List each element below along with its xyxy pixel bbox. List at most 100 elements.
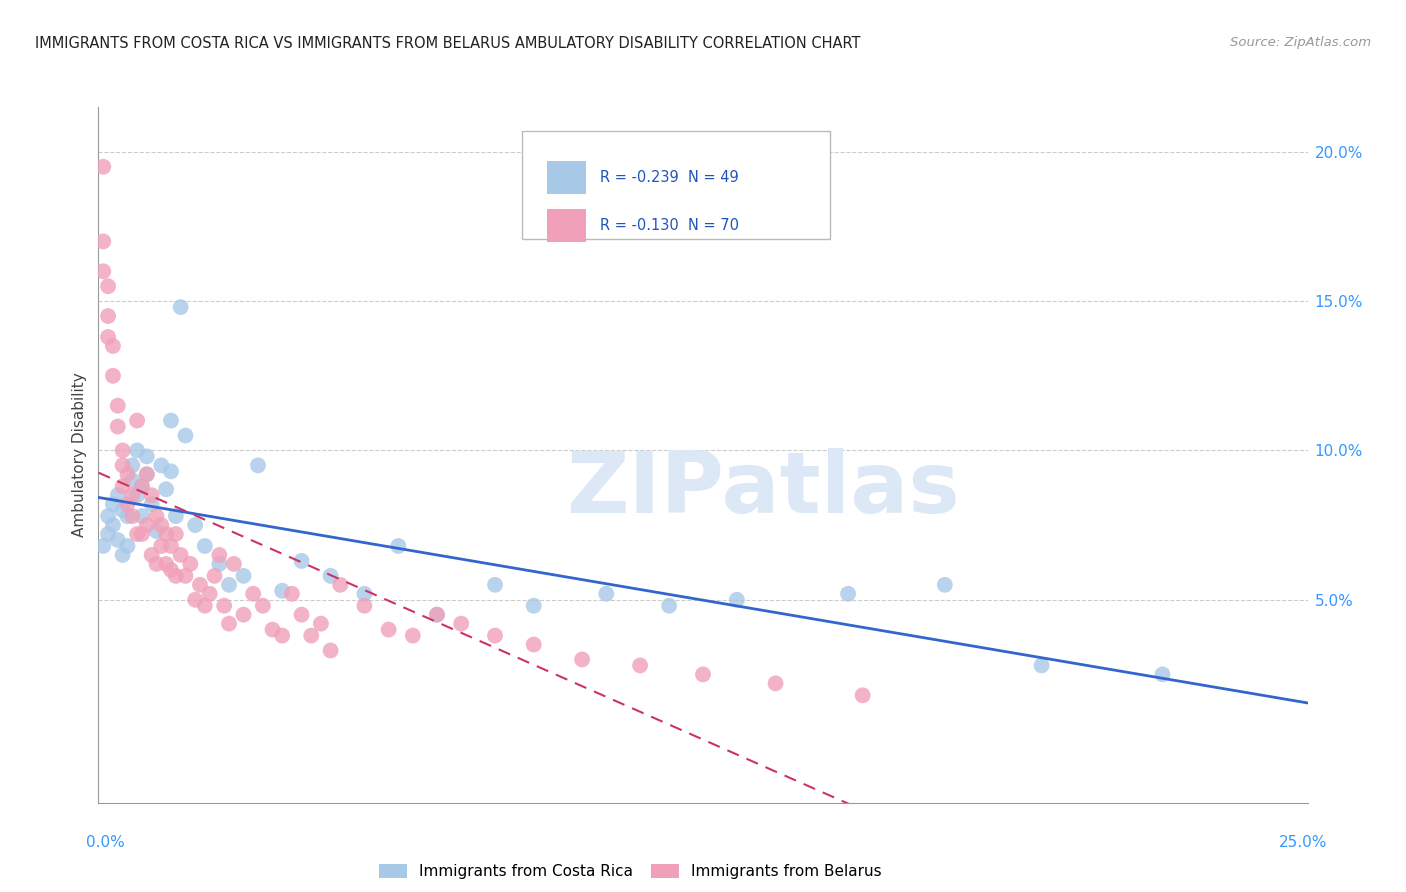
Point	[290, 554, 312, 568]
FancyBboxPatch shape	[547, 209, 586, 243]
Point	[242, 587, 264, 601]
Point	[252, 599, 274, 613]
Point	[135, 450, 157, 464]
Point	[765, 676, 787, 690]
Point	[523, 638, 546, 652]
Point	[218, 578, 240, 592]
Point	[141, 488, 163, 502]
Point	[160, 539, 183, 553]
Point	[145, 524, 167, 538]
Point	[145, 557, 167, 571]
Point	[353, 599, 375, 613]
Point	[319, 643, 342, 657]
Point	[91, 539, 114, 553]
Point	[101, 518, 124, 533]
Point	[107, 533, 129, 547]
Point	[402, 629, 425, 643]
Point	[484, 578, 506, 592]
Text: Source: ZipAtlas.com: Source: ZipAtlas.com	[1230, 36, 1371, 49]
Point	[117, 539, 139, 553]
Point	[179, 557, 201, 571]
Point	[111, 443, 134, 458]
Point	[91, 160, 114, 174]
Point	[169, 548, 191, 562]
Legend: Immigrants from Costa Rica, Immigrants from Belarus: Immigrants from Costa Rica, Immigrants f…	[373, 858, 887, 886]
Text: ZIPatlas: ZIPatlas	[567, 448, 960, 532]
Point	[160, 464, 183, 478]
Point	[329, 578, 352, 592]
Point	[97, 309, 120, 323]
Point	[387, 539, 409, 553]
FancyBboxPatch shape	[547, 161, 586, 194]
Point	[107, 488, 129, 502]
Point	[658, 599, 681, 613]
Point	[141, 548, 163, 562]
Point	[111, 458, 134, 473]
Point	[692, 667, 714, 681]
Point	[97, 527, 120, 541]
Point	[97, 509, 120, 524]
Point	[188, 578, 211, 592]
Point	[208, 557, 231, 571]
Point	[135, 467, 157, 482]
Point	[111, 548, 134, 562]
Point	[135, 518, 157, 533]
Point	[628, 658, 651, 673]
Point	[145, 509, 167, 524]
Point	[127, 414, 149, 428]
Point	[155, 482, 177, 496]
Point	[232, 607, 254, 622]
Point	[299, 629, 322, 643]
Point	[232, 569, 254, 583]
Point	[165, 569, 187, 583]
Point	[111, 479, 134, 493]
Text: R = -0.130  N = 70: R = -0.130 N = 70	[600, 219, 740, 233]
Point	[212, 599, 235, 613]
Point	[174, 428, 197, 442]
Point	[484, 629, 506, 643]
Point	[121, 488, 143, 502]
Point	[127, 527, 149, 541]
Point	[127, 488, 149, 502]
Point	[107, 419, 129, 434]
Point	[121, 473, 143, 487]
Point	[934, 578, 956, 592]
Point	[198, 587, 221, 601]
Point	[290, 607, 312, 622]
Point	[174, 569, 197, 583]
Point	[150, 458, 173, 473]
Point	[208, 548, 231, 562]
Point	[127, 443, 149, 458]
Point	[281, 587, 304, 601]
Point	[117, 467, 139, 482]
Point	[247, 458, 270, 473]
Point	[194, 539, 217, 553]
Point	[111, 503, 134, 517]
Point	[160, 414, 183, 428]
Text: IMMIGRANTS FROM COSTA RICA VS IMMIGRANTS FROM BELARUS AMBULATORY DISABILITY CORR: IMMIGRANTS FROM COSTA RICA VS IMMIGRANTS…	[35, 36, 860, 51]
Point	[169, 300, 191, 314]
Point	[184, 518, 207, 533]
FancyBboxPatch shape	[522, 131, 830, 239]
Point	[309, 616, 332, 631]
Point	[97, 330, 120, 344]
Point	[101, 339, 124, 353]
Point	[101, 368, 124, 383]
Point	[218, 616, 240, 631]
Point	[121, 509, 143, 524]
Point	[107, 399, 129, 413]
Point	[377, 623, 399, 637]
Point	[131, 509, 153, 524]
Point	[852, 688, 875, 702]
Point	[101, 497, 124, 511]
Point	[131, 479, 153, 493]
Point	[150, 518, 173, 533]
Point	[117, 497, 139, 511]
Point	[131, 479, 153, 493]
Point	[117, 509, 139, 524]
Point	[91, 264, 114, 278]
Point	[523, 599, 546, 613]
Text: R = -0.239  N = 49: R = -0.239 N = 49	[600, 169, 740, 185]
Point	[131, 527, 153, 541]
Point	[426, 607, 449, 622]
